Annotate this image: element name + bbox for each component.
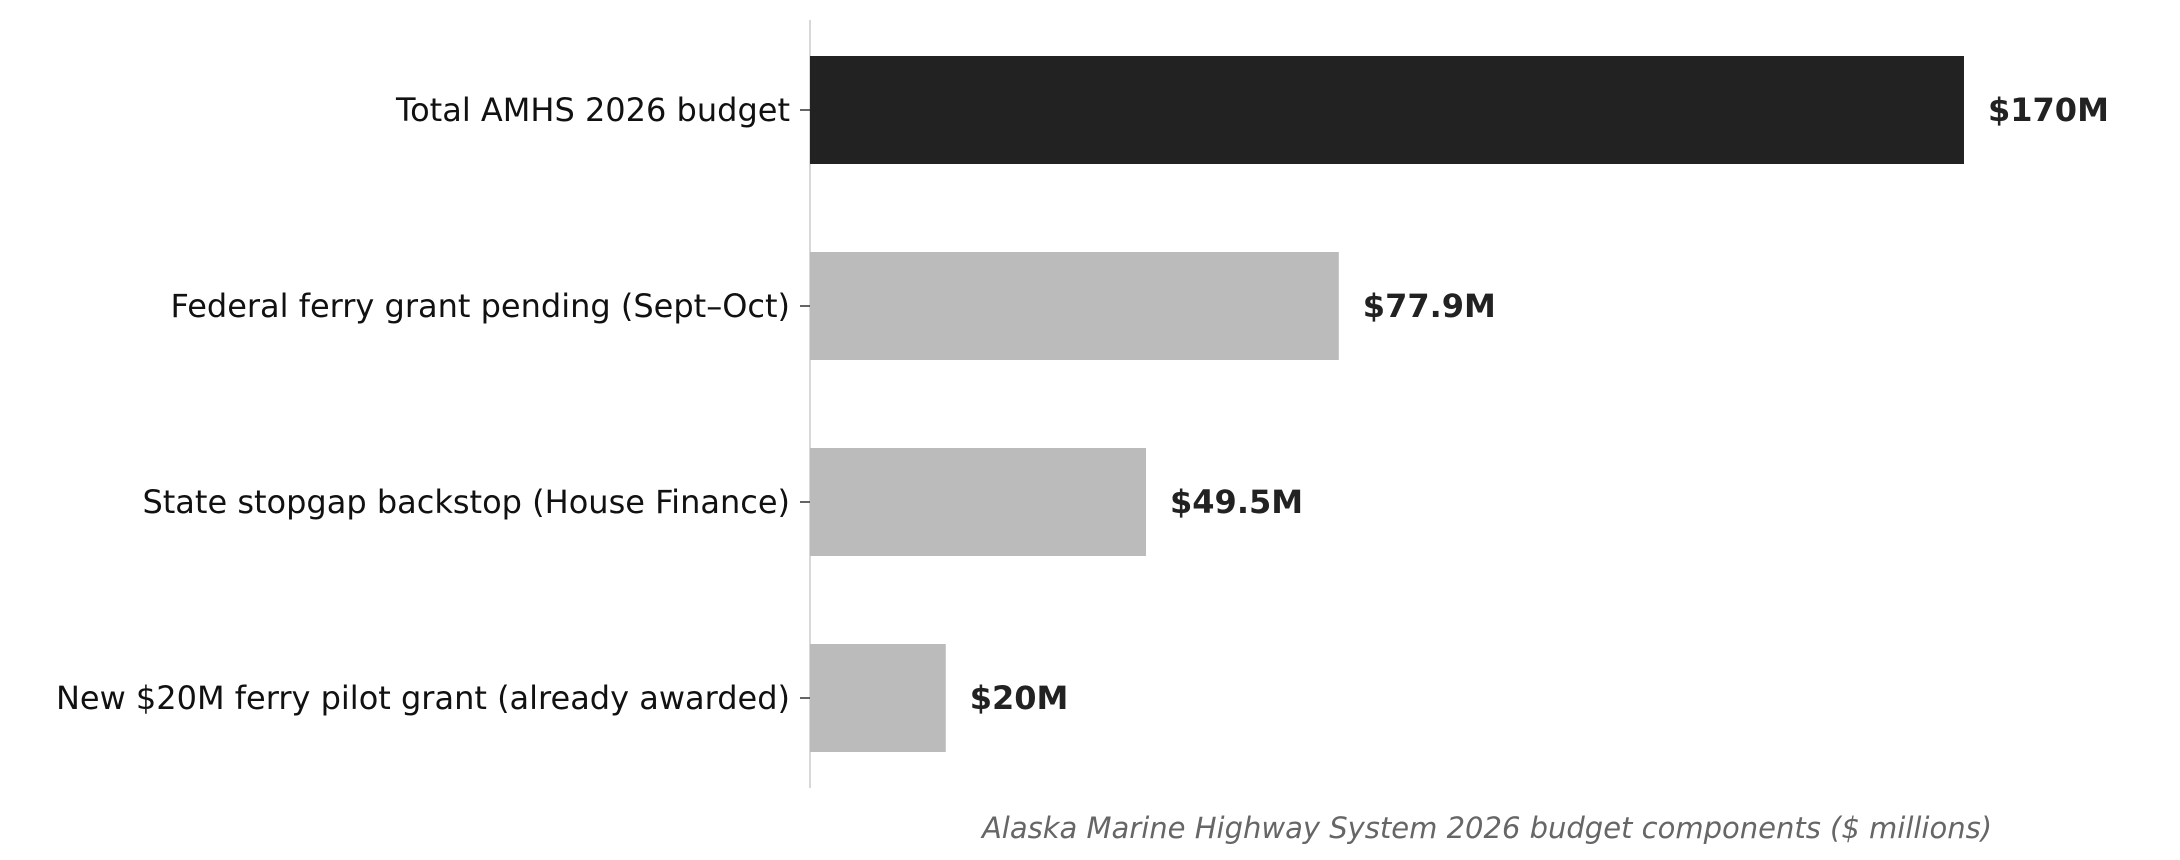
category-label-1: Federal ferry grant pending (Sept–Oct) xyxy=(171,287,790,325)
bars-group: Total AMHS 2026 budget $170M Federal ferry… xyxy=(56,56,2109,752)
bar-1 xyxy=(810,252,1339,360)
category-label-3: New $20M ferry pilot grant (already awar… xyxy=(56,679,790,717)
bar-3 xyxy=(810,644,946,752)
x-axis-label: Alaska Marine Highway System 2026 budget… xyxy=(980,811,1992,845)
value-label-1: $77.9M xyxy=(1363,287,1496,325)
category-label-2: State stopgap backstop (House Finance) xyxy=(142,483,790,521)
bar-0 xyxy=(810,56,1964,164)
value-label-2: $49.5M xyxy=(1170,483,1303,521)
value-label-3: $20M xyxy=(970,679,1069,717)
value-label-0: $170M xyxy=(1988,91,2109,129)
category-label-0: Total AMHS 2026 budget xyxy=(395,91,790,129)
bar-2 xyxy=(810,448,1147,556)
